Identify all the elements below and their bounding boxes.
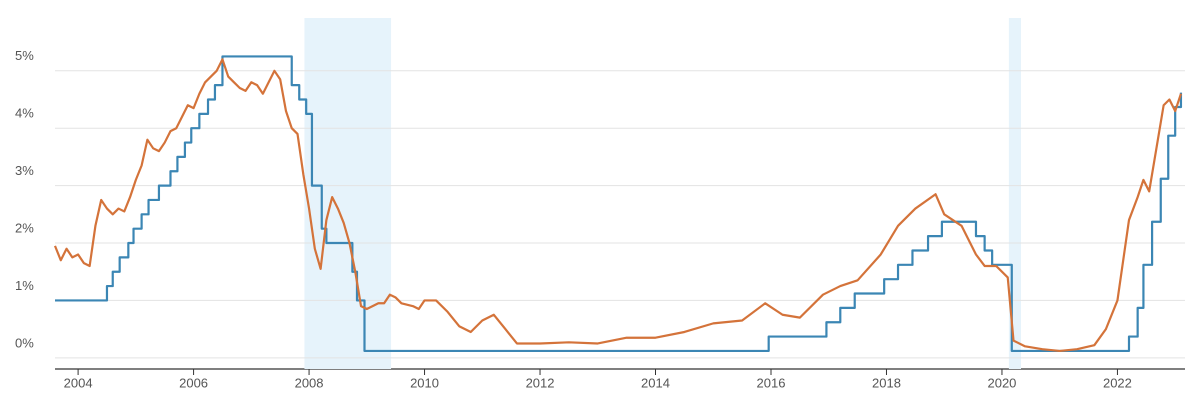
x-tick-label: 2020: [987, 375, 1016, 390]
x-tick-label: 2016: [757, 375, 786, 390]
y-tick-label: 0%: [15, 335, 34, 350]
y-tick-label: 1%: [15, 278, 34, 293]
x-tick-label: 2004: [64, 375, 93, 390]
x-tick-label: 2018: [872, 375, 901, 390]
recession-shade: [304, 18, 392, 369]
x-tick-label: 2022: [1103, 375, 1132, 390]
x-tick-label: 2010: [410, 375, 439, 390]
y-tick-label: 4%: [15, 106, 34, 121]
y-tick-label: 2%: [15, 220, 34, 235]
x-tick-label: 2012: [526, 375, 555, 390]
series-line: [55, 55, 1183, 353]
x-tick-label: 2008: [295, 375, 324, 390]
y-tick-label: 3%: [15, 163, 34, 178]
y-tick-label: 5%: [15, 48, 34, 63]
x-tick-label: 2006: [179, 375, 208, 390]
series-line: [53, 58, 1183, 353]
x-tick-label: 2014: [641, 375, 670, 390]
